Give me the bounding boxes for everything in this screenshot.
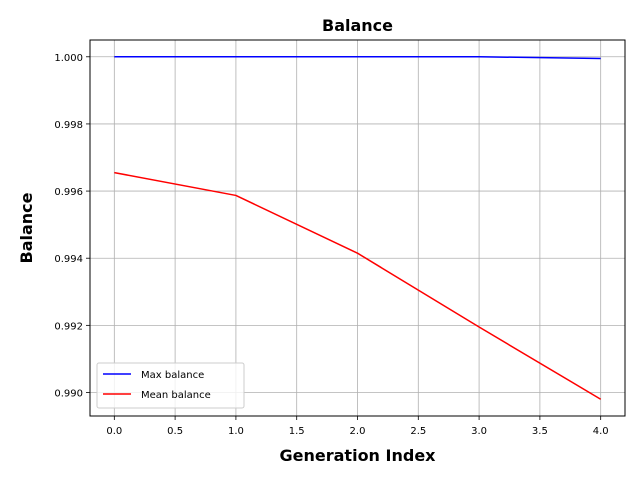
y-axis: 0.990 0.992 0.994 0.996 0.998 1.000 bbox=[54, 53, 90, 400]
legend-label: Mean balance bbox=[141, 390, 211, 401]
y-tick-label: 0.996 bbox=[54, 187, 83, 198]
series-0-point bbox=[235, 56, 237, 58]
legend-box bbox=[96, 362, 245, 409]
x-tick-label: 2.5 bbox=[410, 426, 426, 437]
x-tick-label: 0.0 bbox=[106, 426, 122, 437]
x-tick-label: 3.5 bbox=[532, 426, 548, 437]
legend: Max balance Mean balance bbox=[96, 362, 245, 409]
series-0-point bbox=[114, 56, 116, 58]
legend-label: Max balance bbox=[141, 370, 204, 381]
series-1-point bbox=[114, 172, 116, 174]
series-1-point bbox=[357, 252, 359, 254]
x-tick-label: 1.0 bbox=[228, 426, 244, 437]
series-0-point bbox=[357, 56, 359, 58]
y-tick-label: 0.990 bbox=[54, 389, 83, 400]
x-axis: 0.0 0.5 1.0 1.5 2.0 2.5 3.0 3.5 4.0 bbox=[106, 416, 609, 437]
x-tick-label: 1.5 bbox=[289, 426, 305, 437]
y-tick-label: 0.994 bbox=[54, 254, 83, 265]
y-tick-label: 0.998 bbox=[54, 120, 83, 131]
series-0-point bbox=[600, 58, 602, 60]
series-lines bbox=[114, 56, 602, 400]
x-axis-label: Generation Index bbox=[280, 446, 437, 465]
series-0-point bbox=[478, 56, 480, 58]
x-tick-label: 2.0 bbox=[350, 426, 366, 437]
series-1-point bbox=[600, 398, 602, 400]
y-tick-label: 0.992 bbox=[54, 321, 83, 332]
x-tick-label: 3.0 bbox=[471, 426, 487, 437]
grid bbox=[90, 40, 625, 416]
chart-title: Balance bbox=[322, 16, 393, 35]
series-1-point bbox=[478, 326, 480, 328]
series-line-0 bbox=[114, 56, 601, 60]
y-tick-label: 1.000 bbox=[54, 53, 83, 64]
series-1-point bbox=[235, 195, 237, 197]
x-tick-label: 0.5 bbox=[167, 426, 183, 437]
y-axis-label: Balance bbox=[17, 192, 36, 263]
x-tick-label: 4.0 bbox=[593, 426, 609, 437]
series-line-1 bbox=[114, 171, 602, 400]
